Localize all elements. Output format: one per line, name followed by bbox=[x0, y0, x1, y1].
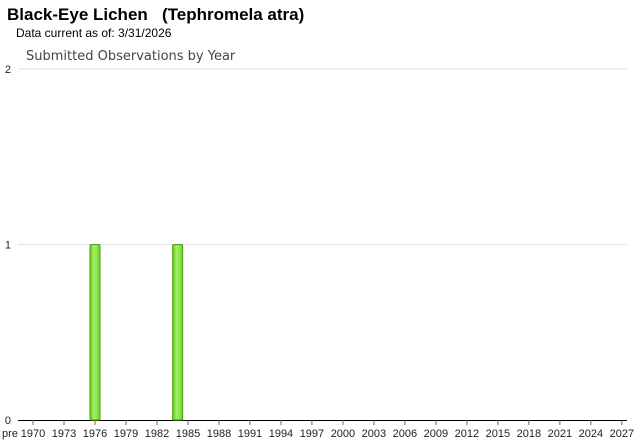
x-tick-label: 2027 bbox=[610, 428, 634, 440]
data-current-date: Data current as of: 3/31/2026 bbox=[16, 26, 172, 40]
x-tick-label: 2012 bbox=[455, 428, 479, 440]
bar-1976 bbox=[89, 244, 101, 421]
x-tick-label: 1982 bbox=[145, 428, 169, 440]
x-tick-label: 1976 bbox=[83, 428, 107, 440]
page-title: Black-Eye Lichen (Tephromela atra) bbox=[7, 5, 305, 24]
y-tick-label: 1 bbox=[5, 240, 11, 252]
x-tick-label: 1979 bbox=[114, 428, 138, 440]
x-tick-label: 2024 bbox=[579, 428, 603, 440]
x-tick-label: 2015 bbox=[486, 428, 510, 440]
x-tick-label: 1997 bbox=[300, 428, 324, 440]
x-tick-label: 2000 bbox=[331, 428, 355, 440]
x-tick-label: 1991 bbox=[238, 428, 262, 440]
x-tick-label: 1970 bbox=[21, 428, 45, 440]
x-tick-label: 2006 bbox=[393, 428, 417, 440]
x-tick-label: pre bbox=[2, 428, 18, 440]
x-tick-label: 1994 bbox=[269, 428, 293, 440]
x-tick-label: 2021 bbox=[548, 428, 572, 440]
x-tick-label: 1973 bbox=[52, 428, 76, 440]
x-tick-label: 2003 bbox=[362, 428, 386, 440]
chart-title: Submitted Observations by Year bbox=[26, 49, 236, 64]
x-tick-label: 1988 bbox=[207, 428, 231, 440]
bar-1984 bbox=[172, 244, 184, 421]
y-tick-label: 0 bbox=[5, 415, 11, 427]
x-tick-label: 2018 bbox=[517, 428, 541, 440]
x-tick-label: 1985 bbox=[176, 428, 200, 440]
x-tick-label: 2009 bbox=[424, 428, 448, 440]
y-tick-label: 2 bbox=[5, 64, 11, 76]
